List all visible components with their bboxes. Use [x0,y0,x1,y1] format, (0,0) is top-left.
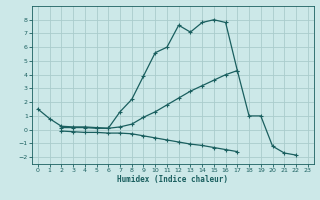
X-axis label: Humidex (Indice chaleur): Humidex (Indice chaleur) [117,175,228,184]
